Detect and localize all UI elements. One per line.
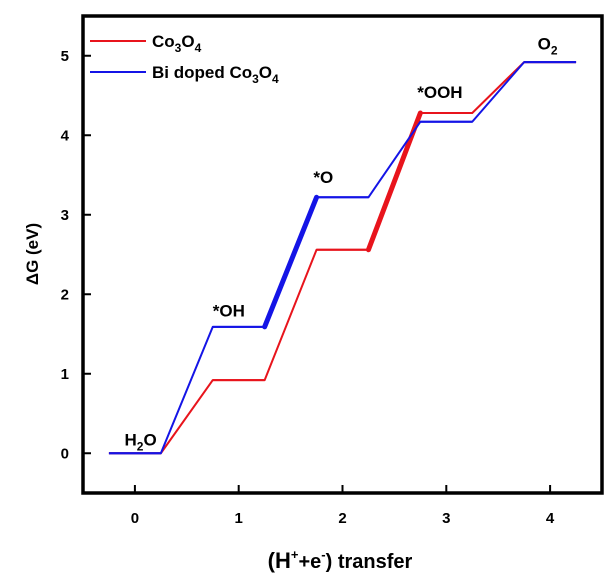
axis-ticks: 0 1 2 3 4 0 1 2 3 4 5 (61, 48, 555, 527)
y-tick-label-0: 0 (61, 445, 69, 462)
legend-label-1: Bi doped Co3O4 (152, 63, 279, 86)
rate-limiting-step-1 (262, 194, 320, 330)
x-tick-label-1: 1 (235, 510, 243, 527)
legend-label-0: Co3O4 (152, 32, 202, 55)
x-tick-label-2: 2 (338, 510, 346, 527)
series-1 (108, 61, 577, 455)
y-tick-label-5: 5 (61, 48, 69, 65)
x-tick-label-0: 0 (131, 510, 139, 527)
y-axis-title: ΔG (eV) (23, 223, 42, 285)
series-0 (108, 61, 577, 455)
y-tick-label-1: 1 (61, 366, 69, 383)
y-tick-label-4: 4 (61, 127, 70, 144)
annotation-ooh: *OOH (417, 83, 462, 102)
annotation-layer: H2O *OH *O *OOH O2 (125, 34, 558, 453)
y-tick-label-3: 3 (61, 207, 69, 224)
annotation-o: *O (313, 168, 333, 187)
x-tick-label-4: 4 (546, 510, 555, 527)
x-axis-title: (H++e-) transfer (268, 547, 413, 573)
legend: Co3O4 Bi doped Co3O4 (90, 32, 279, 86)
series-line-0 (108, 61, 577, 455)
y-tick-label-2: 2 (61, 286, 69, 303)
annotation-h2o: H2O (125, 430, 157, 453)
x-tick-label-3: 3 (442, 510, 450, 527)
series-layer (108, 61, 577, 455)
annotation-o2: O2 (538, 34, 558, 57)
series-line-1 (108, 61, 577, 455)
annotation-oh: *OH (213, 302, 245, 321)
plot-frame (81, 14, 604, 495)
